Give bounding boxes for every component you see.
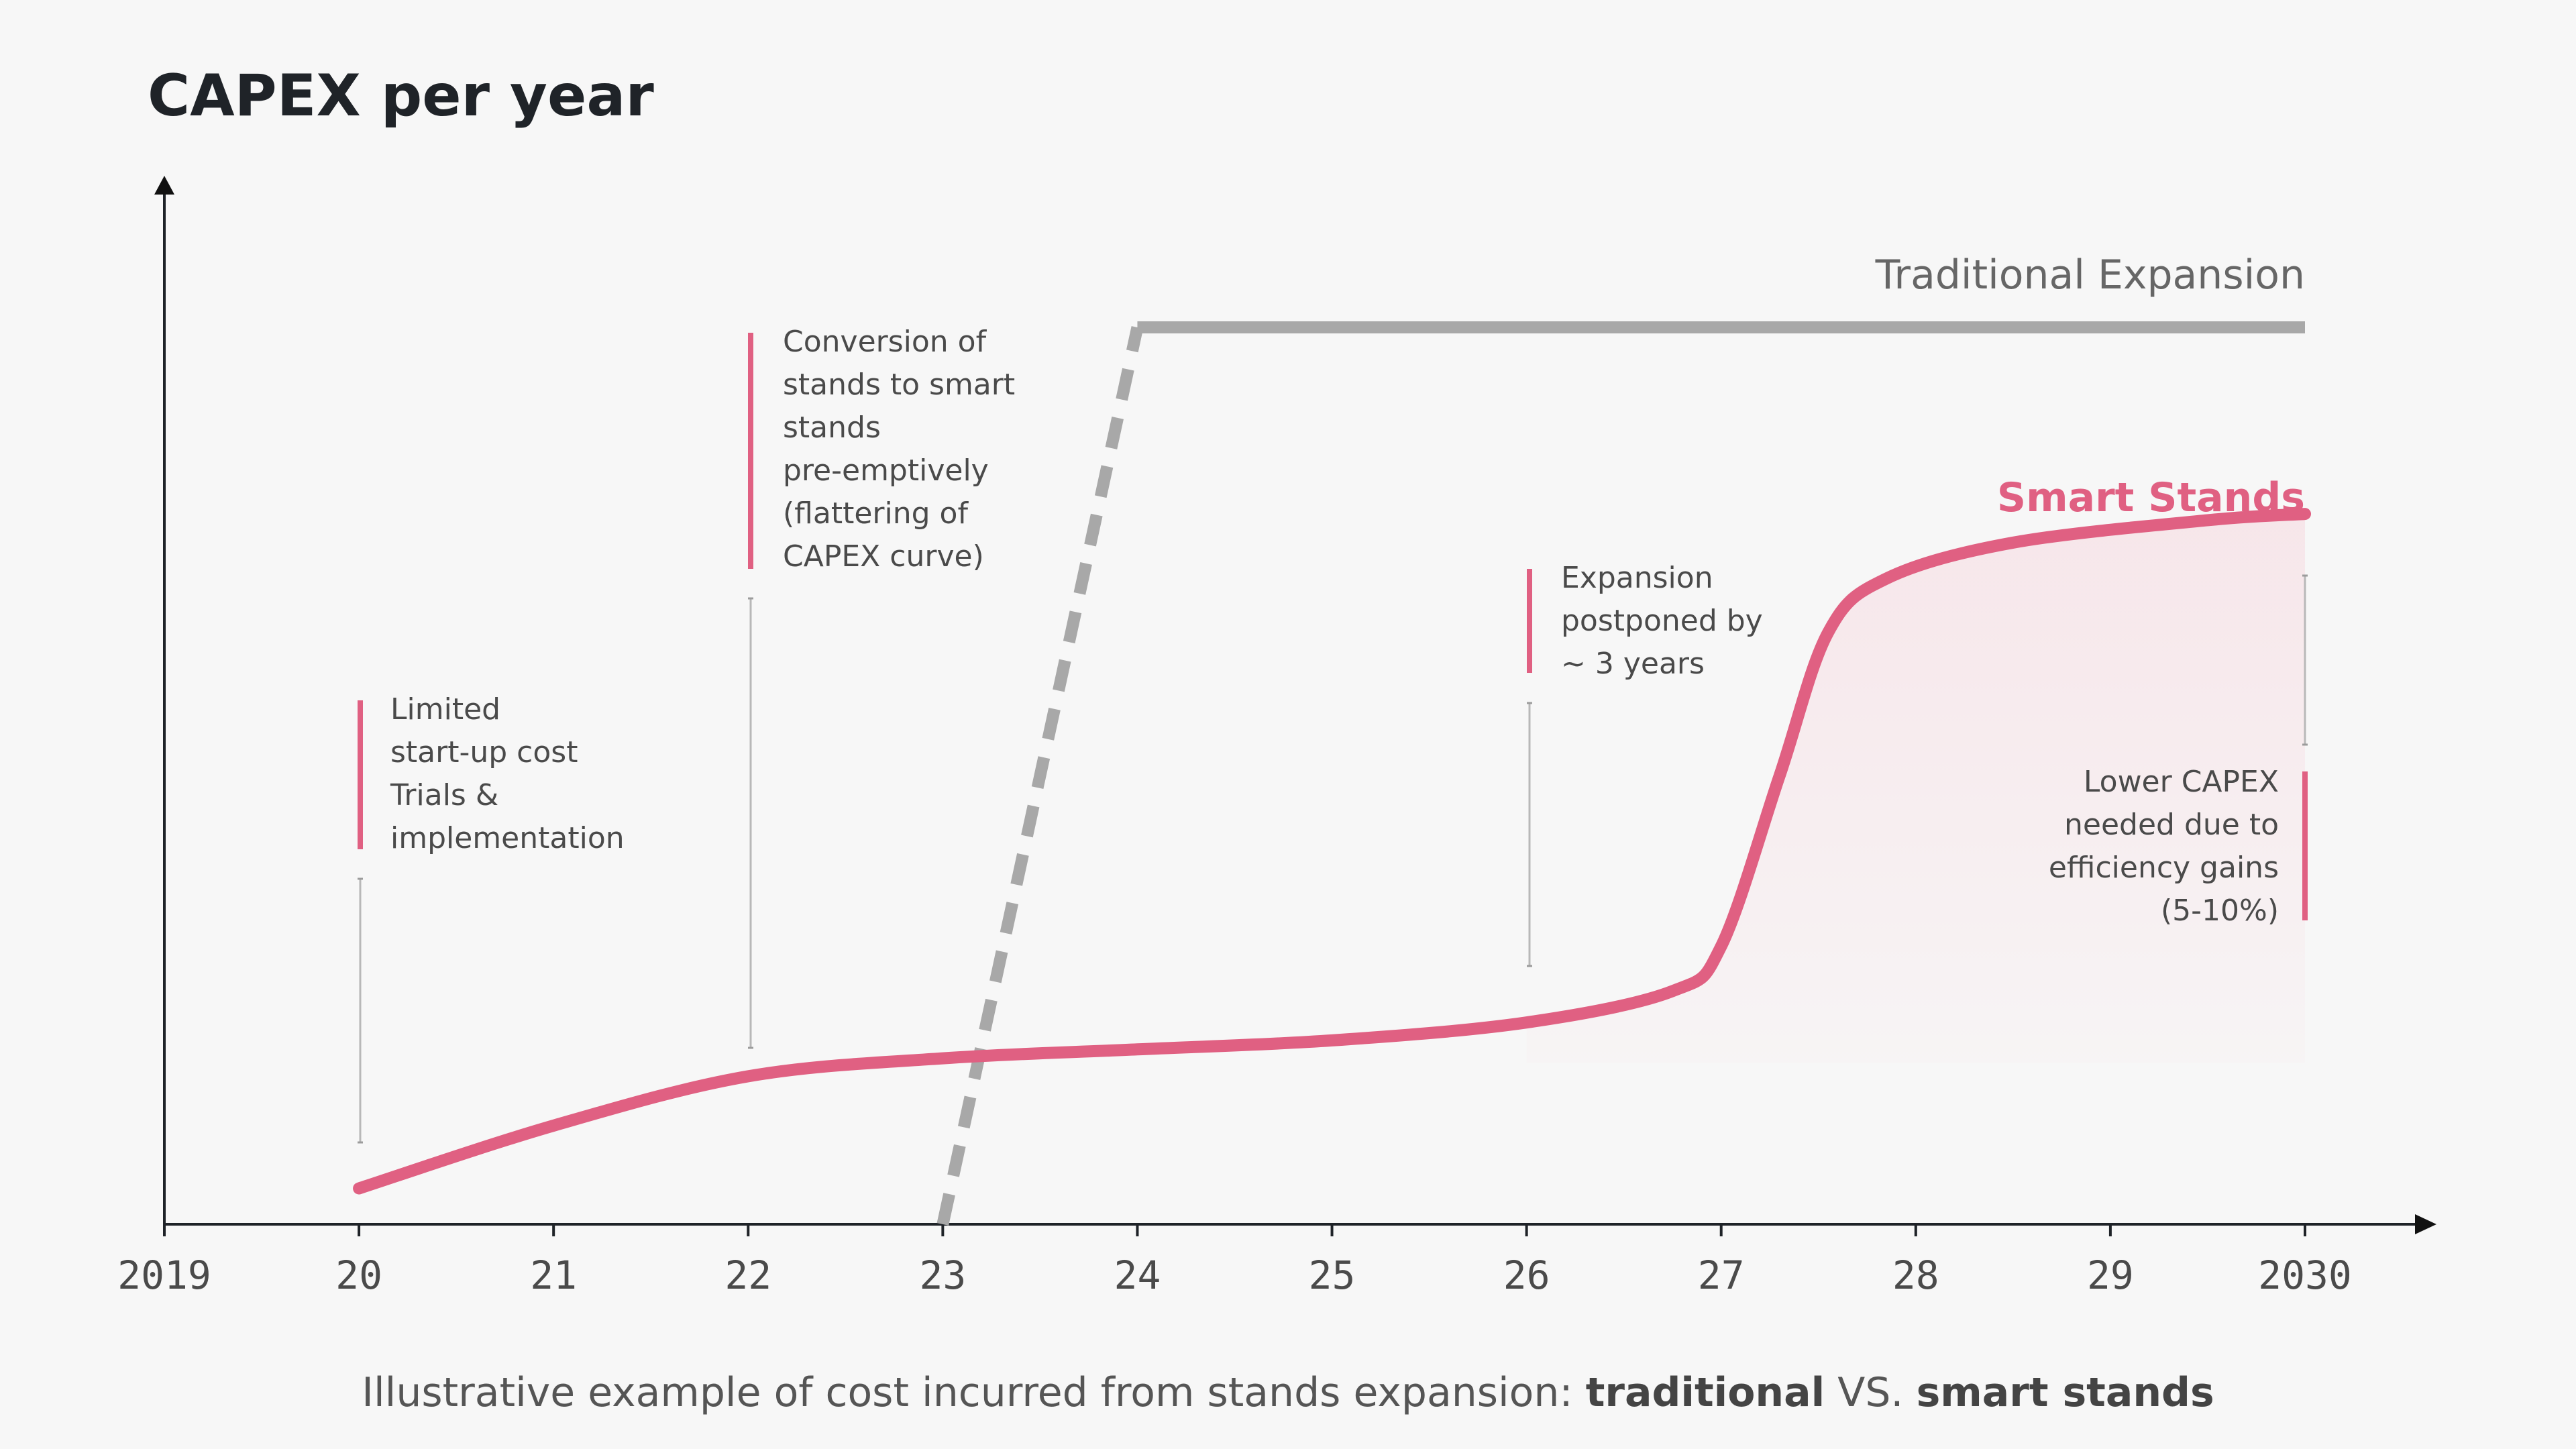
smart-stands-fill: [1526, 514, 2305, 1063]
chart-caption: Illustrative example of cost incurred fr…: [362, 1369, 2214, 1416]
annotation-0: Limited start-up cost Trials & implementati…: [358, 692, 625, 1144]
x-tick-label-20: 20: [335, 1252, 382, 1298]
series-layer: [353, 321, 2311, 1226]
x-tick-label-29: 29: [2087, 1252, 2134, 1298]
annotation-text: Conversion of stands to smart stands pre-em…: [783, 325, 1015, 574]
annotation-text: Lower CAPEX needed due to efficiency gains…: [2049, 765, 2279, 928]
annotation-text: Expansion postponed by ~ 3 years: [1561, 561, 1763, 681]
x-tick-label-21: 21: [530, 1252, 577, 1298]
series-label-smart-stands: Smart Stands: [1997, 474, 2305, 521]
annotation-3: Lower CAPEX needed due to efficiency gains…: [2049, 574, 2308, 928]
x-tick-label-28: 28: [1892, 1252, 1939, 1298]
annotation-line: CAPEX curve): [783, 539, 984, 574]
annotation-2: Expansion postponed by ~ 3 years: [1527, 561, 1763, 967]
annotation-line: stands: [783, 411, 881, 445]
annotation-line: Expansion: [1561, 561, 1713, 595]
x-tick-label-27: 27: [1698, 1252, 1745, 1298]
smart-stands-fill-layer: [1526, 514, 2305, 1063]
chart-title: CAPEX per year: [148, 62, 654, 129]
series-label-traditional-expansion: Traditional Expansion: [1875, 252, 2305, 299]
x-axis-ticks: 2019 20 21 22 23 24 25 26 27 28 29 2030: [117, 1224, 2352, 1298]
x-tick-label-23: 23: [919, 1252, 966, 1298]
annotation-1: Conversion of stands to smart stands pre-em…: [748, 325, 1015, 1049]
annotation-line: Limited: [390, 692, 500, 727]
annotation-line: (5-10%): [2161, 894, 2279, 928]
annotation-line: start-up cost: [390, 735, 578, 769]
annotation-line: stands to smart: [783, 368, 1015, 402]
smart-stands-line: [353, 508, 2311, 1195]
x-tick-label-24: 24: [1114, 1252, 1161, 1298]
axes: [154, 176, 2436, 1234]
caption-bold-traditional: traditional: [1586, 1369, 1825, 1416]
x-tick-label-26: 26: [1503, 1252, 1550, 1298]
annotation-line: Trials &: [390, 778, 498, 812]
traditional-expansion-dashed-line: [936, 326, 1144, 1226]
annotation-line: needed due to: [2064, 808, 2279, 842]
x-axis-arrow: [2415, 1214, 2436, 1234]
y-axis-arrow: [154, 176, 174, 195]
annotation-line: (flattering of: [783, 496, 969, 531]
annotation-line: ~ 3 years: [1561, 647, 1705, 681]
annotation-line: postponed by: [1561, 604, 1763, 638]
annotation-line: Lower CAPEX: [2084, 765, 2279, 799]
annotation-line: implementation: [390, 821, 625, 855]
annotation-text: Limited start-up cost Trials & implementati…: [390, 692, 625, 855]
x-tick-label-22: 22: [724, 1252, 771, 1298]
annotation-line: pre-emptively: [783, 453, 989, 488]
caption-middle: VS.: [1837, 1369, 1916, 1416]
annotation-layer: Limited start-up cost Trials & implementati…: [358, 325, 2308, 1144]
x-tick-label-2030: 2030: [2258, 1252, 2352, 1298]
caption-prefix: Illustrative example of cost incurred fr…: [362, 1369, 1585, 1416]
annotation-line: efficiency gains: [2049, 851, 2279, 885]
annotation-line: Conversion of: [783, 325, 987, 359]
x-tick-label-25: 25: [1309, 1252, 1356, 1298]
caption-bold-smart-stands: smart stands: [1917, 1369, 2214, 1416]
x-tick-label-2019: 2019: [117, 1252, 211, 1298]
